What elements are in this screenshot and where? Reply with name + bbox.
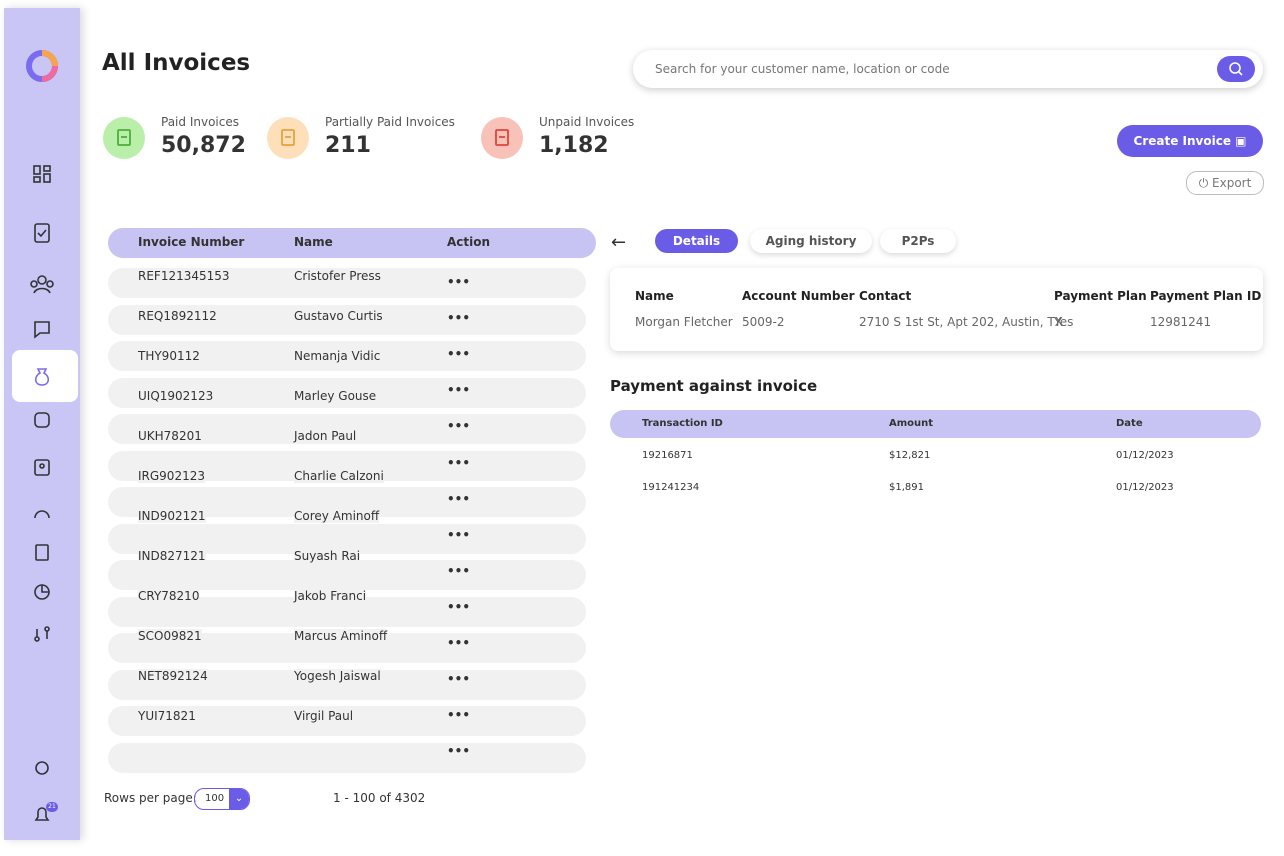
invoice-number: YUI71821 <box>138 709 196 723</box>
row-action[interactable]: ••• <box>447 455 471 470</box>
invoice-number: REQ1892112 <box>138 309 217 323</box>
customer-name: Gustavo Curtis <box>294 309 383 323</box>
payment-cell: $1,891 <box>889 482 924 493</box>
row-action[interactable]: ••• <box>447 599 471 614</box>
nav-icons <box>30 165 54 821</box>
stat-value: 1,182 <box>539 133 609 158</box>
tab[interactable]: Aging history <box>750 229 872 253</box>
column-header: Invoice Number <box>138 235 245 249</box>
customer-name: Virgil Paul <box>294 709 354 723</box>
stat-value: 211 <box>325 133 371 158</box>
tab[interactable]: Details <box>655 229 738 253</box>
invoice-number: UKH78201 <box>138 429 202 443</box>
payments-header <box>610 410 1261 438</box>
payment-cell: 01/12/2023 <box>1116 482 1174 493</box>
rows-value: 100 <box>205 793 225 804</box>
row-action[interactable]: ••• <box>447 672 471 687</box>
payment-column-header: Transaction ID <box>642 418 723 429</box>
customer-name: Jakob Franci <box>294 589 367 603</box>
active-nav[interactable] <box>12 350 78 402</box>
row-action[interactable]: ••• <box>447 347 471 362</box>
column-header: Action <box>447 235 491 249</box>
notification-badge: 21 <box>46 802 58 812</box>
customer-name: Nemanja Vidic <box>294 349 381 363</box>
row-action[interactable]: ••• <box>447 563 471 578</box>
page-title: All Invoices <box>102 50 251 76</box>
invoice-number: IND902121 <box>138 509 206 523</box>
row-background <box>108 742 586 773</box>
pagination-range: 1 - 100 of 4302 <box>333 791 426 805</box>
invoice-number: REF121345153 <box>138 269 230 283</box>
button-label: Export <box>1212 176 1252 190</box>
invoice-number: UIQ1902123 <box>138 389 214 403</box>
payment-cell: $12,821 <box>889 450 931 461</box>
invoice-number: SCO09821 <box>138 629 202 643</box>
invoice-number: IRG902123 <box>138 469 205 483</box>
payment-cell: 19216871 <box>642 450 693 461</box>
create-invoice-button[interactable]: Create Invoice ▣ <box>1117 125 1263 157</box>
stat-icon <box>267 117 309 159</box>
detail-value: 5009-2 <box>742 315 785 329</box>
rows-label: Rows per page: <box>104 791 197 805</box>
row-action[interactable]: ••• <box>447 275 471 289</box>
customer-name: Yogesh Jaiswal <box>294 669 381 683</box>
stat-icon <box>481 117 523 159</box>
detail-value: Yes <box>1054 315 1074 329</box>
customer-name: Jadon Paul <box>294 429 357 443</box>
table-header <box>108 228 596 258</box>
stat-label: Unpaid Invoices <box>539 115 635 129</box>
customer-name: Charlie Calzoni <box>294 469 384 483</box>
customer-name: Suyash Rai <box>294 549 361 563</box>
row-background <box>108 560 586 590</box>
customer-name: Marley Gouse <box>294 389 377 403</box>
stat-label: Partially Paid Invoices <box>325 115 455 129</box>
detail-value: 12981241 <box>1150 315 1212 329</box>
invoice-number: IND827121 <box>138 549 206 563</box>
detail-label: Contact <box>859 289 912 303</box>
detail-label: Account Number <box>742 289 855 303</box>
invoice-number: THY90112 <box>138 349 200 363</box>
customer-name: Corey Aminoff <box>294 509 380 523</box>
search-placeholder: Search for your customer name, location … <box>655 62 950 76</box>
row-action[interactable]: ••• <box>447 708 471 723</box>
row-action[interactable]: ••• <box>447 491 471 506</box>
row-background <box>108 523 586 554</box>
stat-label: Paid Invoices <box>161 115 239 129</box>
invoice-number: NET892124 <box>138 669 208 683</box>
action-column <box>407 258 587 768</box>
back-arrow[interactable]: ← <box>611 232 627 253</box>
payment-column-header: Date <box>1116 418 1143 429</box>
customer-name: Marcus Aminoff <box>294 629 388 643</box>
row-action[interactable]: ••• <box>447 383 471 398</box>
payment-cell: 191241234 <box>642 482 700 493</box>
payment-column-header: Amount <box>889 418 934 429</box>
search-button[interactable] <box>1217 56 1255 82</box>
tab[interactable]: P2Ps <box>880 229 956 253</box>
row-action[interactable]: ••• <box>447 744 471 759</box>
section-title: Payment against invoice <box>610 377 818 395</box>
export-button[interactable]: ⏻ Export <box>1186 171 1264 195</box>
rows-select[interactable]: 100 ⌄ <box>194 788 250 810</box>
stat-icon <box>103 117 145 159</box>
detail-value: Morgan Fletcher <box>635 315 733 329</box>
invoice-number: CRY78210 <box>138 589 200 603</box>
stat-value: 50,872 <box>161 133 246 158</box>
logo <box>26 50 58 82</box>
row-action[interactable]: ••• <box>447 636 471 650</box>
column-header: Name <box>294 235 333 249</box>
search-bar[interactable]: Search for your customer name, location … <box>633 50 1263 88</box>
details-card <box>610 268 1263 351</box>
detail-label: Payment Plan ID <box>1150 289 1262 303</box>
row-action[interactable]: ••• <box>447 419 471 434</box>
detail-value: 2710 S 1st St, Apt 202, Austin, TX <box>859 315 1063 329</box>
sidebar: 21 <box>4 8 80 840</box>
row-action[interactable]: ••• <box>447 527 471 542</box>
customer-name: Cristofer Press <box>294 269 381 283</box>
button-label: Create Invoice <box>1133 134 1231 148</box>
detail-label: Name <box>635 289 674 303</box>
row-action[interactable]: ••• <box>447 311 471 326</box>
detail-label: Payment Plan <box>1054 289 1147 303</box>
payment-cell: 01/12/2023 <box>1116 450 1174 461</box>
